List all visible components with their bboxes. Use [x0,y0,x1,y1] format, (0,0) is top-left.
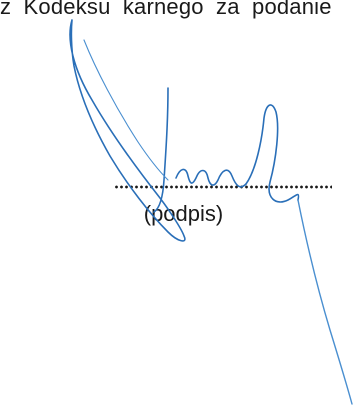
document-text-line: z Kodeksu karnego za podanie [0,0,332,19]
signature-stroke-j [153,87,169,213]
signature-caption: (podpis) [0,199,363,229]
signature-stroke-faint [83,39,169,181]
signature-stroke-tail [297,199,353,405]
signature-caption-text: (podpis) [143,201,224,226]
signature-dotted-line [114,183,332,191]
